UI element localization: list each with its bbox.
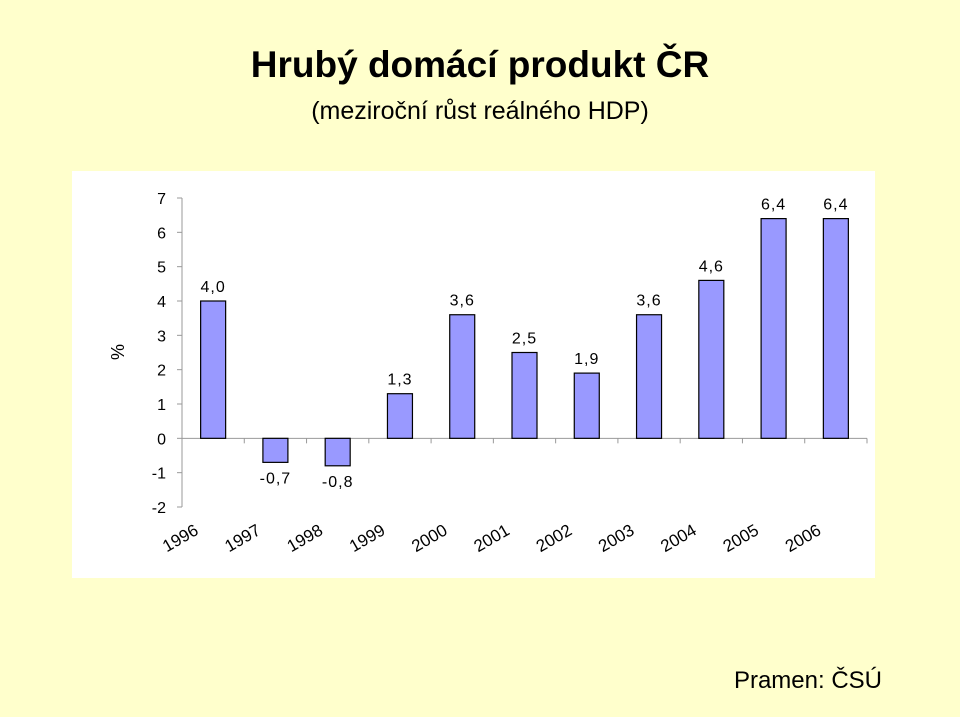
y-tick-label: 6 xyxy=(157,225,166,242)
bar-chart: -2 -1 0 1 2 3 4 5 6 7% 4,0 1996 -0,7 1997 -0,8 1998 1,3 1… xyxy=(108,191,868,556)
y-tick-label: -1 xyxy=(152,466,166,483)
bar-1998 xyxy=(324,437,351,467)
y-tick-label: 1 xyxy=(157,397,166,414)
page-subtitle: (meziroční růst reálného HDP) xyxy=(311,97,649,125)
x-tick-label: 2001 xyxy=(471,521,513,556)
bar-2006 xyxy=(822,217,849,439)
data-label: 2,5 xyxy=(512,331,537,348)
bar-2003 xyxy=(635,314,663,439)
data-label: 6,4 xyxy=(823,197,848,214)
data-label: -0,7 xyxy=(260,470,292,487)
chart-panel: -2 -1 0 1 2 3 4 5 6 7% 4,0 1996 -0,7 1997 -0,8 1998 1,3 1… xyxy=(72,171,875,578)
y-tick-label: -2 xyxy=(152,500,166,517)
x-tick-label: 2003 xyxy=(595,521,637,556)
data-label: 1,3 xyxy=(387,372,412,389)
bar-1999 xyxy=(386,393,414,439)
bar-1996 xyxy=(200,300,227,439)
y-axis-label: % xyxy=(108,344,128,360)
data-label: 1,9 xyxy=(574,351,599,368)
data-label: 3,6 xyxy=(450,293,475,310)
bar-2004 xyxy=(698,279,725,439)
data-label: 3,6 xyxy=(636,293,661,310)
bar-2005 xyxy=(760,217,787,439)
bar-2002 xyxy=(573,372,600,439)
x-tick-label: 1998 xyxy=(284,521,326,556)
x-tick-label: 1996 xyxy=(159,521,201,556)
x-tick-label: 2006 xyxy=(782,521,824,556)
bar-1997 xyxy=(262,437,289,463)
x-tick-label: 1997 xyxy=(222,521,264,556)
data-label: -0,8 xyxy=(322,474,354,491)
x-tick-label: 2005 xyxy=(720,521,762,556)
page-title: Hrubý domácí produkt ČR xyxy=(250,44,710,85)
y-tick-label: 2 xyxy=(157,363,166,380)
bar-2001 xyxy=(511,351,538,439)
bar-2000 xyxy=(449,314,476,439)
data-label: 4,0 xyxy=(201,279,226,296)
source-note: Pramen: ČSÚ xyxy=(733,667,882,694)
y-tick-label: 3 xyxy=(157,328,166,345)
y-tick-label: 0 xyxy=(157,431,166,448)
data-label: 6,4 xyxy=(761,197,786,214)
x-tick-label: 1999 xyxy=(346,521,388,556)
y-tick-label: 7 xyxy=(157,191,166,208)
x-tick-label: 2000 xyxy=(408,521,450,556)
data-label: 4,6 xyxy=(699,258,724,275)
y-tick-label: 4 xyxy=(157,294,166,311)
x-tick-label: 2004 xyxy=(657,521,699,556)
y-tick-label: 5 xyxy=(157,260,166,277)
x-tick-label: 2002 xyxy=(533,521,575,556)
